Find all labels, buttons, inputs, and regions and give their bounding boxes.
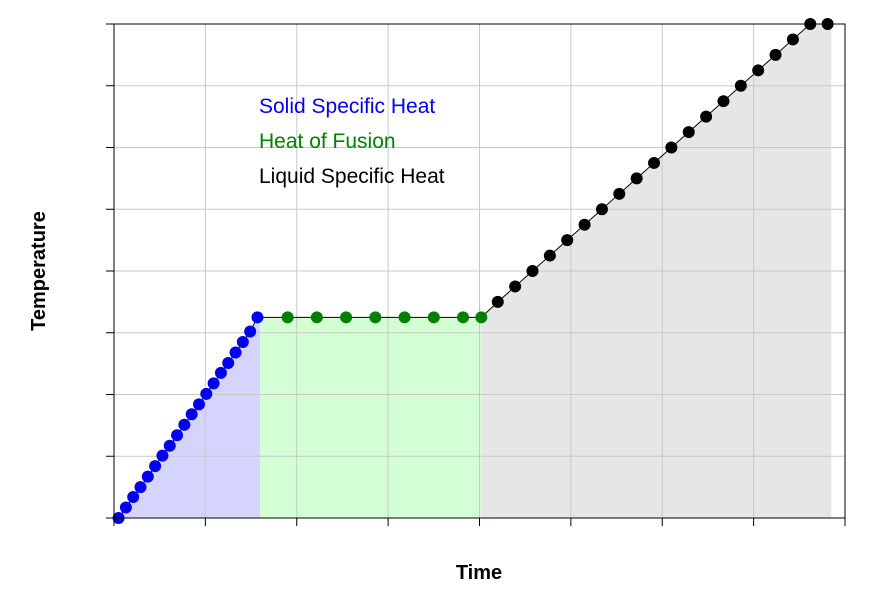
point-solid-specific-heat xyxy=(192,398,205,411)
point-solid-specific-heat xyxy=(207,377,220,390)
x-axis-title: Time xyxy=(456,562,502,584)
point-heat-of-fusion xyxy=(281,311,294,324)
point-solid-specific-heat xyxy=(251,311,264,324)
point-liquid-specific-heat xyxy=(648,156,661,169)
point-heat-of-fusion xyxy=(398,311,411,324)
point-liquid-specific-heat xyxy=(509,280,522,293)
y-axis-title: Temperature xyxy=(28,211,50,331)
point-liquid-specific-heat xyxy=(613,187,626,200)
axis-ticks xyxy=(106,23,846,526)
point-solid-specific-heat xyxy=(134,481,147,494)
point-solid-specific-heat xyxy=(163,439,176,452)
point-solid-specific-heat xyxy=(200,387,213,400)
data-points xyxy=(112,18,834,524)
point-solid-specific-heat xyxy=(149,460,162,473)
point-liquid-specific-heat xyxy=(543,249,556,262)
point-liquid-specific-heat xyxy=(561,234,574,247)
point-solid-specific-heat xyxy=(185,408,198,421)
point-heat-of-fusion xyxy=(340,311,353,324)
point-liquid-specific-heat xyxy=(734,79,747,92)
point-liquid-specific-heat xyxy=(578,218,591,231)
point-heat-of-fusion xyxy=(369,311,382,324)
point-liquid-specific-heat xyxy=(786,33,799,46)
point-liquid-specific-heat xyxy=(665,141,678,154)
point-solid-specific-heat xyxy=(244,325,257,338)
point-solid-specific-heat xyxy=(214,366,227,379)
legend: Solid Specific Heat Heat of Fusion Liqui… xyxy=(259,95,445,188)
point-solid-specific-heat xyxy=(156,449,169,462)
point-solid-specific-heat xyxy=(229,346,242,359)
point-solid-specific-heat xyxy=(178,418,191,431)
point-liquid-specific-heat xyxy=(595,203,608,216)
point-solid-specific-heat xyxy=(222,357,235,370)
point-liquid-specific-heat xyxy=(491,295,504,308)
point-solid-specific-heat xyxy=(119,501,132,514)
point-solid-specific-heat xyxy=(141,470,154,483)
legend-entry-heat-of-fusion: Heat of Fusion xyxy=(259,130,396,153)
point-solid-specific-heat xyxy=(236,336,249,349)
point-liquid-specific-heat xyxy=(682,126,695,139)
point-heat-of-fusion xyxy=(475,311,488,324)
point-liquid-specific-heat xyxy=(769,48,782,61)
point-liquid-specific-heat xyxy=(630,172,643,185)
region-heat-of-fusion xyxy=(260,317,482,518)
point-heat-of-fusion xyxy=(310,311,323,324)
point-liquid-specific-heat xyxy=(700,110,713,123)
point-liquid-specific-heat xyxy=(752,64,765,77)
point-solid-specific-heat xyxy=(171,429,184,442)
legend-entry-solid-specific-heat: Solid Specific Heat xyxy=(259,95,435,118)
legend-entry-liquid-specific-heat: Liquid Specific Heat xyxy=(259,165,445,188)
point-heat-of-fusion xyxy=(427,311,440,324)
point-solid-specific-heat xyxy=(127,491,140,504)
point-heat-of-fusion xyxy=(457,311,470,324)
point-liquid-specific-heat xyxy=(717,95,730,108)
point-liquid-specific-heat xyxy=(526,265,539,277)
